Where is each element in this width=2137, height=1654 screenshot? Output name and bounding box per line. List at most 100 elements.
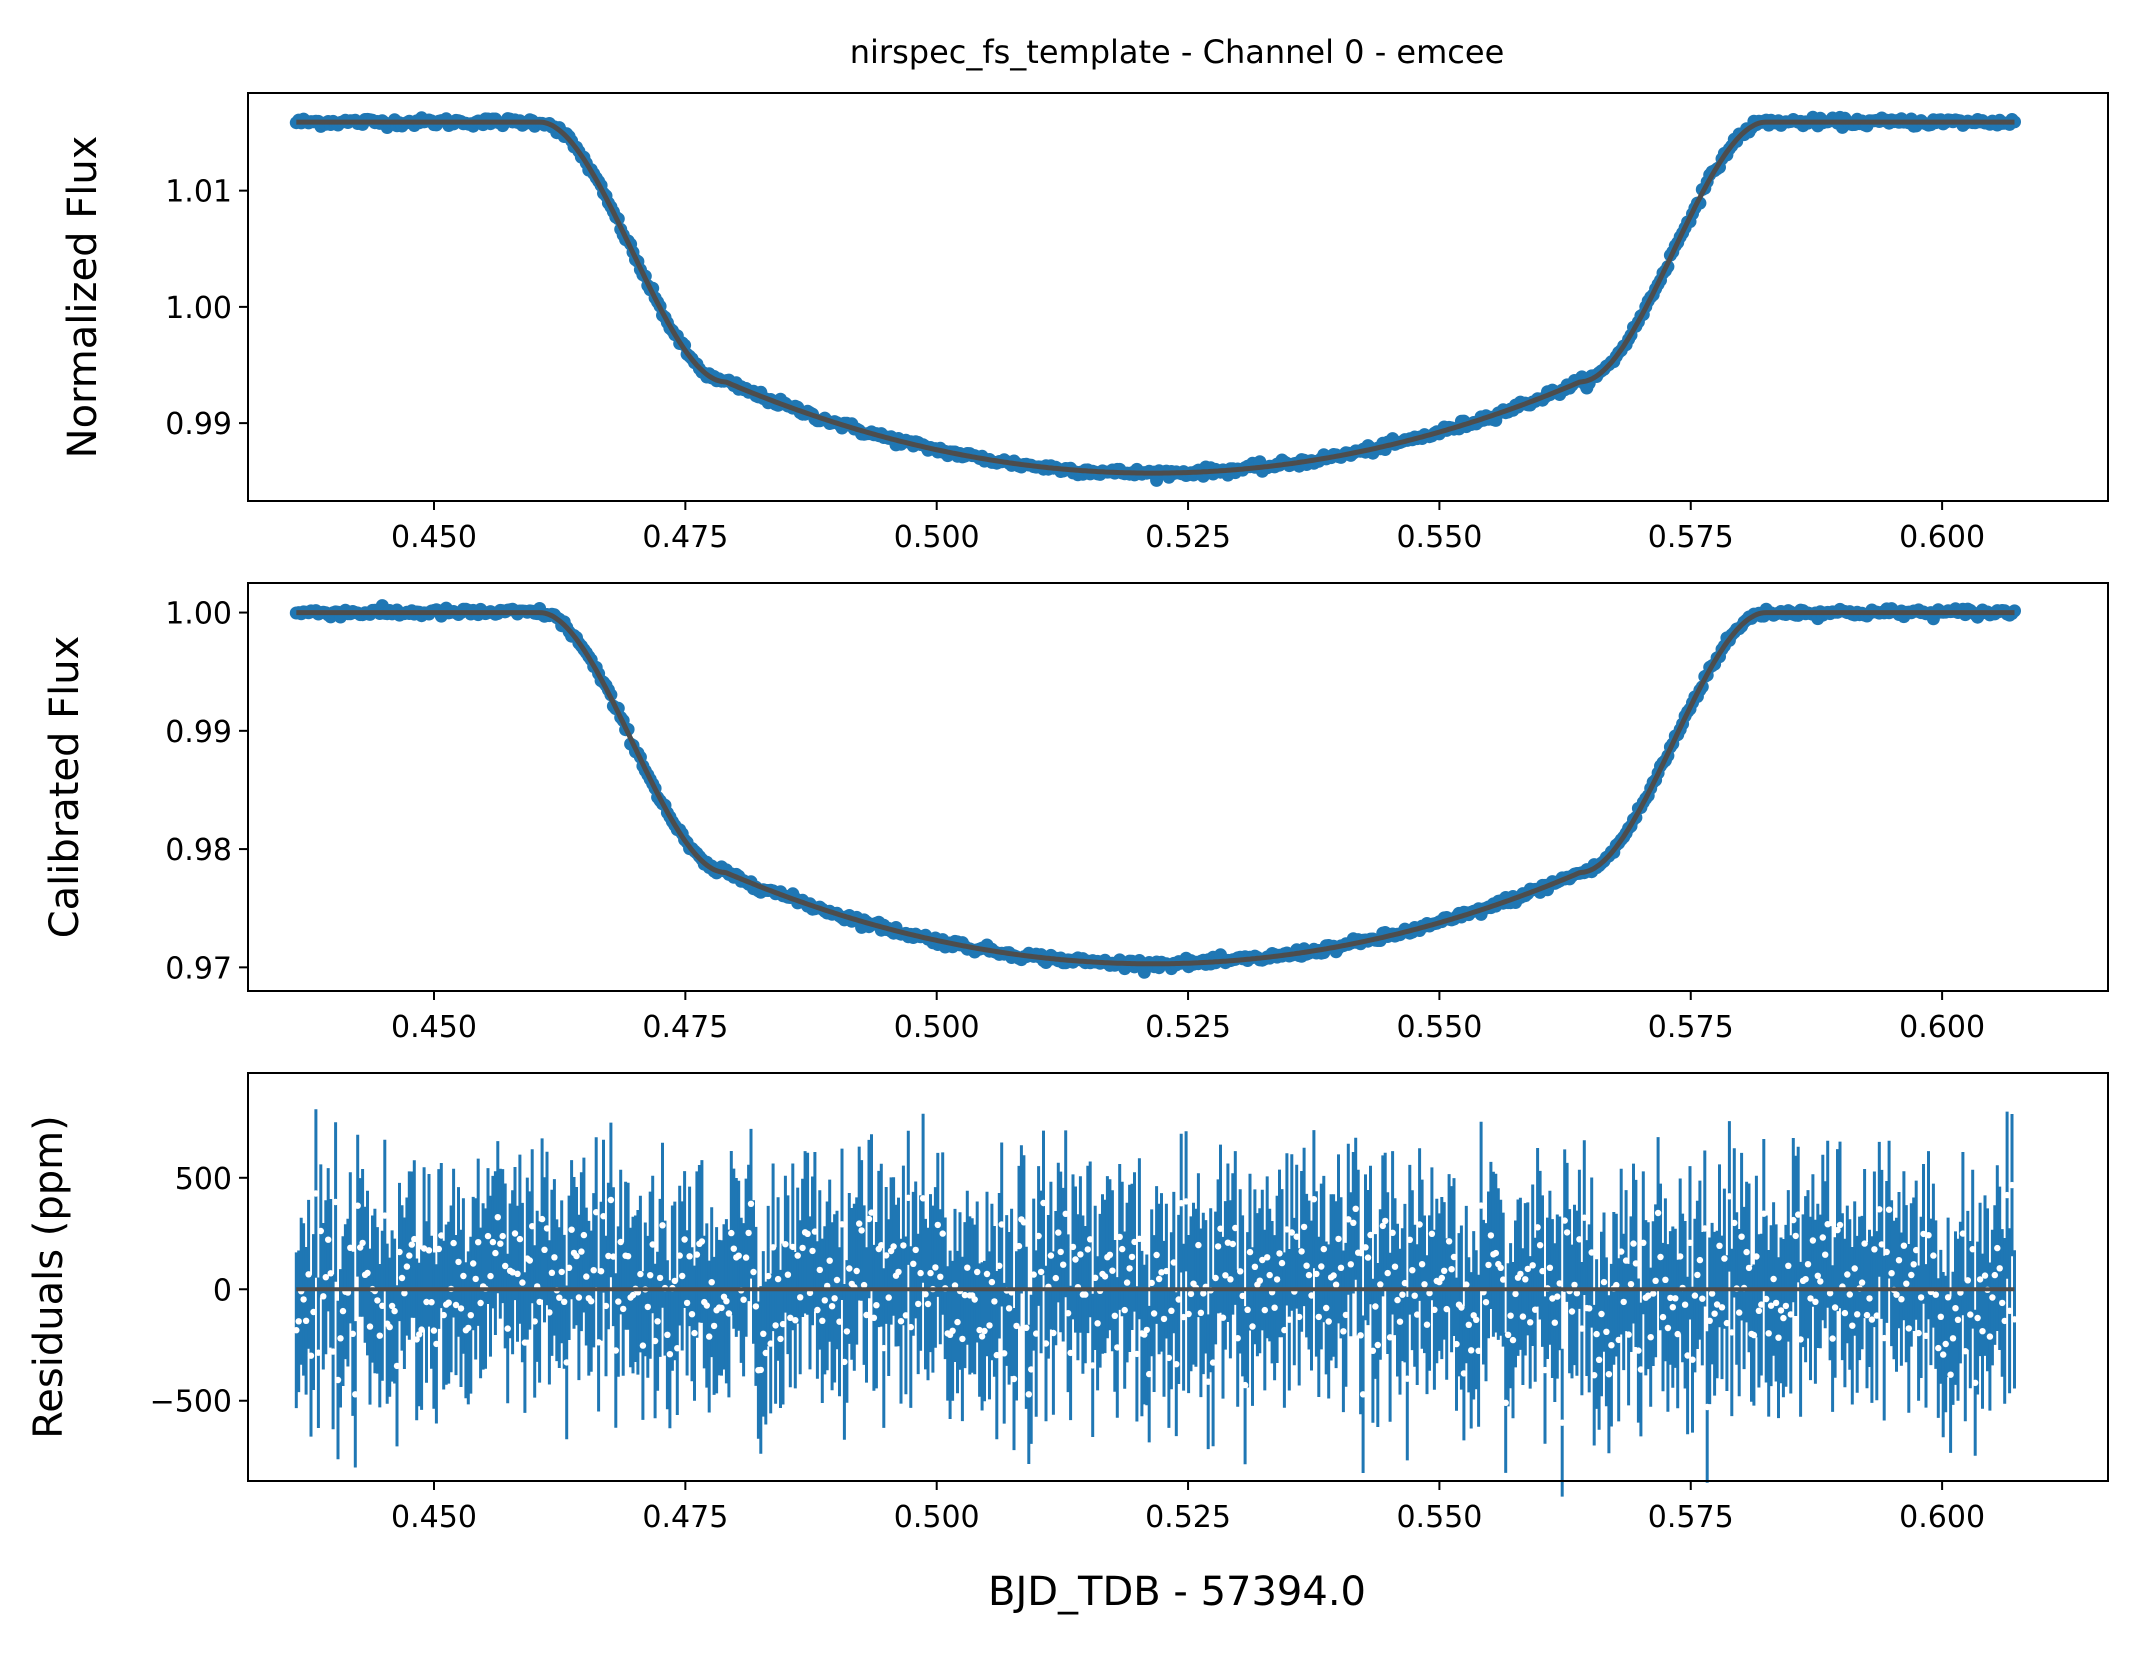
residual-point (1851, 1265, 1858, 1272)
residual-point (1743, 1248, 1750, 1256)
residual-point (833, 1276, 841, 1284)
residual-point (1772, 1299, 1780, 1307)
residual-point (1844, 1271, 1851, 1278)
residual-point (1711, 1310, 1718, 1317)
data-points (289, 110, 2021, 487)
residual-point (1445, 1238, 1453, 1245)
residual-point (1448, 1266, 1455, 1273)
calibrated-flux-panel: 0.450 0.475 0.500 0.525 0.550 0.575 0.600 0.97… (42, 582, 2109, 1045)
residual-point (1723, 1319, 1731, 1327)
model-line (296, 610, 2015, 967)
residual-point (477, 1299, 484, 1307)
residual-point (1608, 1342, 1615, 1349)
residual-point (1878, 1241, 1886, 1248)
residual-point (1952, 1305, 1959, 1312)
residual-point (293, 1327, 300, 1334)
residual-point (1885, 1206, 1893, 1213)
residual-point (433, 1340, 440, 1348)
residual-point (1141, 1331, 1148, 1338)
residual-point (499, 1232, 506, 1240)
residual-point (1969, 1246, 1976, 1253)
residual-point (1974, 1314, 1981, 1322)
residual-point (492, 1249, 499, 1257)
x-tick-label: 0.575 (1648, 520, 1734, 555)
residual-point (1313, 1270, 1320, 1278)
residual-point (1473, 1316, 1480, 1324)
residual-point (526, 1257, 533, 1264)
residual-point (317, 1227, 324, 1235)
residual-point (1681, 1301, 1689, 1308)
residual-point (843, 1328, 851, 1335)
residual-point (575, 1294, 583, 1301)
residual-point (588, 1298, 595, 1305)
residual-point (1812, 1298, 1819, 1306)
residual-point (1423, 1321, 1431, 1328)
residual-point (1345, 1216, 1352, 1223)
residual-point (1359, 1391, 1367, 1398)
residual-point (1876, 1206, 1883, 1213)
residual-point (1959, 1230, 1967, 1237)
residual-point (954, 1318, 961, 1326)
residual-point (725, 1310, 733, 1317)
residual-point (974, 1268, 981, 1276)
residual-point (475, 1239, 482, 1246)
residual-point (1128, 1253, 1136, 1261)
residual-point (1605, 1371, 1613, 1378)
residual-point (1873, 1312, 1881, 1319)
residual-point (1300, 1223, 1308, 1231)
residual-point (644, 1303, 651, 1311)
residual-point (312, 1190, 320, 1197)
residual-point (543, 1225, 551, 1232)
residual-point (1197, 1309, 1205, 1317)
residual-point (1278, 1259, 1286, 1267)
residual-point (819, 1317, 826, 1325)
residual-point (922, 1291, 929, 1298)
residual-point (1920, 1230, 1927, 1238)
residual-point (624, 1253, 632, 1260)
residual-point (978, 1333, 986, 1340)
residual-point (1824, 1221, 1831, 1228)
residual-point (1168, 1307, 1175, 1315)
residual-point (777, 1335, 784, 1343)
residual-point (1767, 1302, 1775, 1309)
residual-point (1571, 1281, 1578, 1289)
x-tick-label: 0.525 (1145, 1500, 1231, 1535)
residual-point (413, 1336, 420, 1343)
residual-point (681, 1236, 688, 1243)
residual-point (937, 1273, 944, 1281)
residual-point (1465, 1321, 1473, 1329)
residual-point (1620, 1298, 1627, 1306)
residual-point (1622, 1257, 1630, 1264)
residual-point (998, 1221, 1005, 1228)
residual-point (1942, 1340, 1949, 1348)
residual-point (1421, 1281, 1428, 1288)
residual-point (1519, 1313, 1527, 1320)
residual-point (1603, 1328, 1610, 1336)
residual-point (1069, 1243, 1077, 1251)
residual-point (750, 1268, 757, 1276)
residual-point (934, 1221, 941, 1229)
residual-point (320, 1293, 327, 1300)
x-tick-label: 0.525 (1145, 520, 1231, 555)
residual-point (1654, 1209, 1662, 1217)
residual-point (307, 1352, 315, 1359)
residual-point (529, 1223, 536, 1230)
residual-point (1509, 1336, 1517, 1344)
residual-point (964, 1264, 971, 1271)
residual-point (1795, 1211, 1802, 1218)
residual-errorbars (294, 1109, 2016, 1497)
residual-point (1836, 1221, 1844, 1229)
residual-point (302, 1317, 310, 1325)
residual-point (961, 1291, 969, 1299)
residual-point (983, 1270, 991, 1278)
residual-point (1536, 1242, 1544, 1249)
residual-point (1323, 1304, 1330, 1312)
residual-point (1524, 1265, 1532, 1273)
residual-point (1905, 1325, 1913, 1332)
residual-point (831, 1295, 838, 1302)
residual-point (1659, 1313, 1667, 1321)
residual-point (787, 1314, 794, 1322)
residual-point (1568, 1308, 1576, 1315)
residual-point (1925, 1232, 1932, 1239)
residual-point (1787, 1311, 1795, 1318)
